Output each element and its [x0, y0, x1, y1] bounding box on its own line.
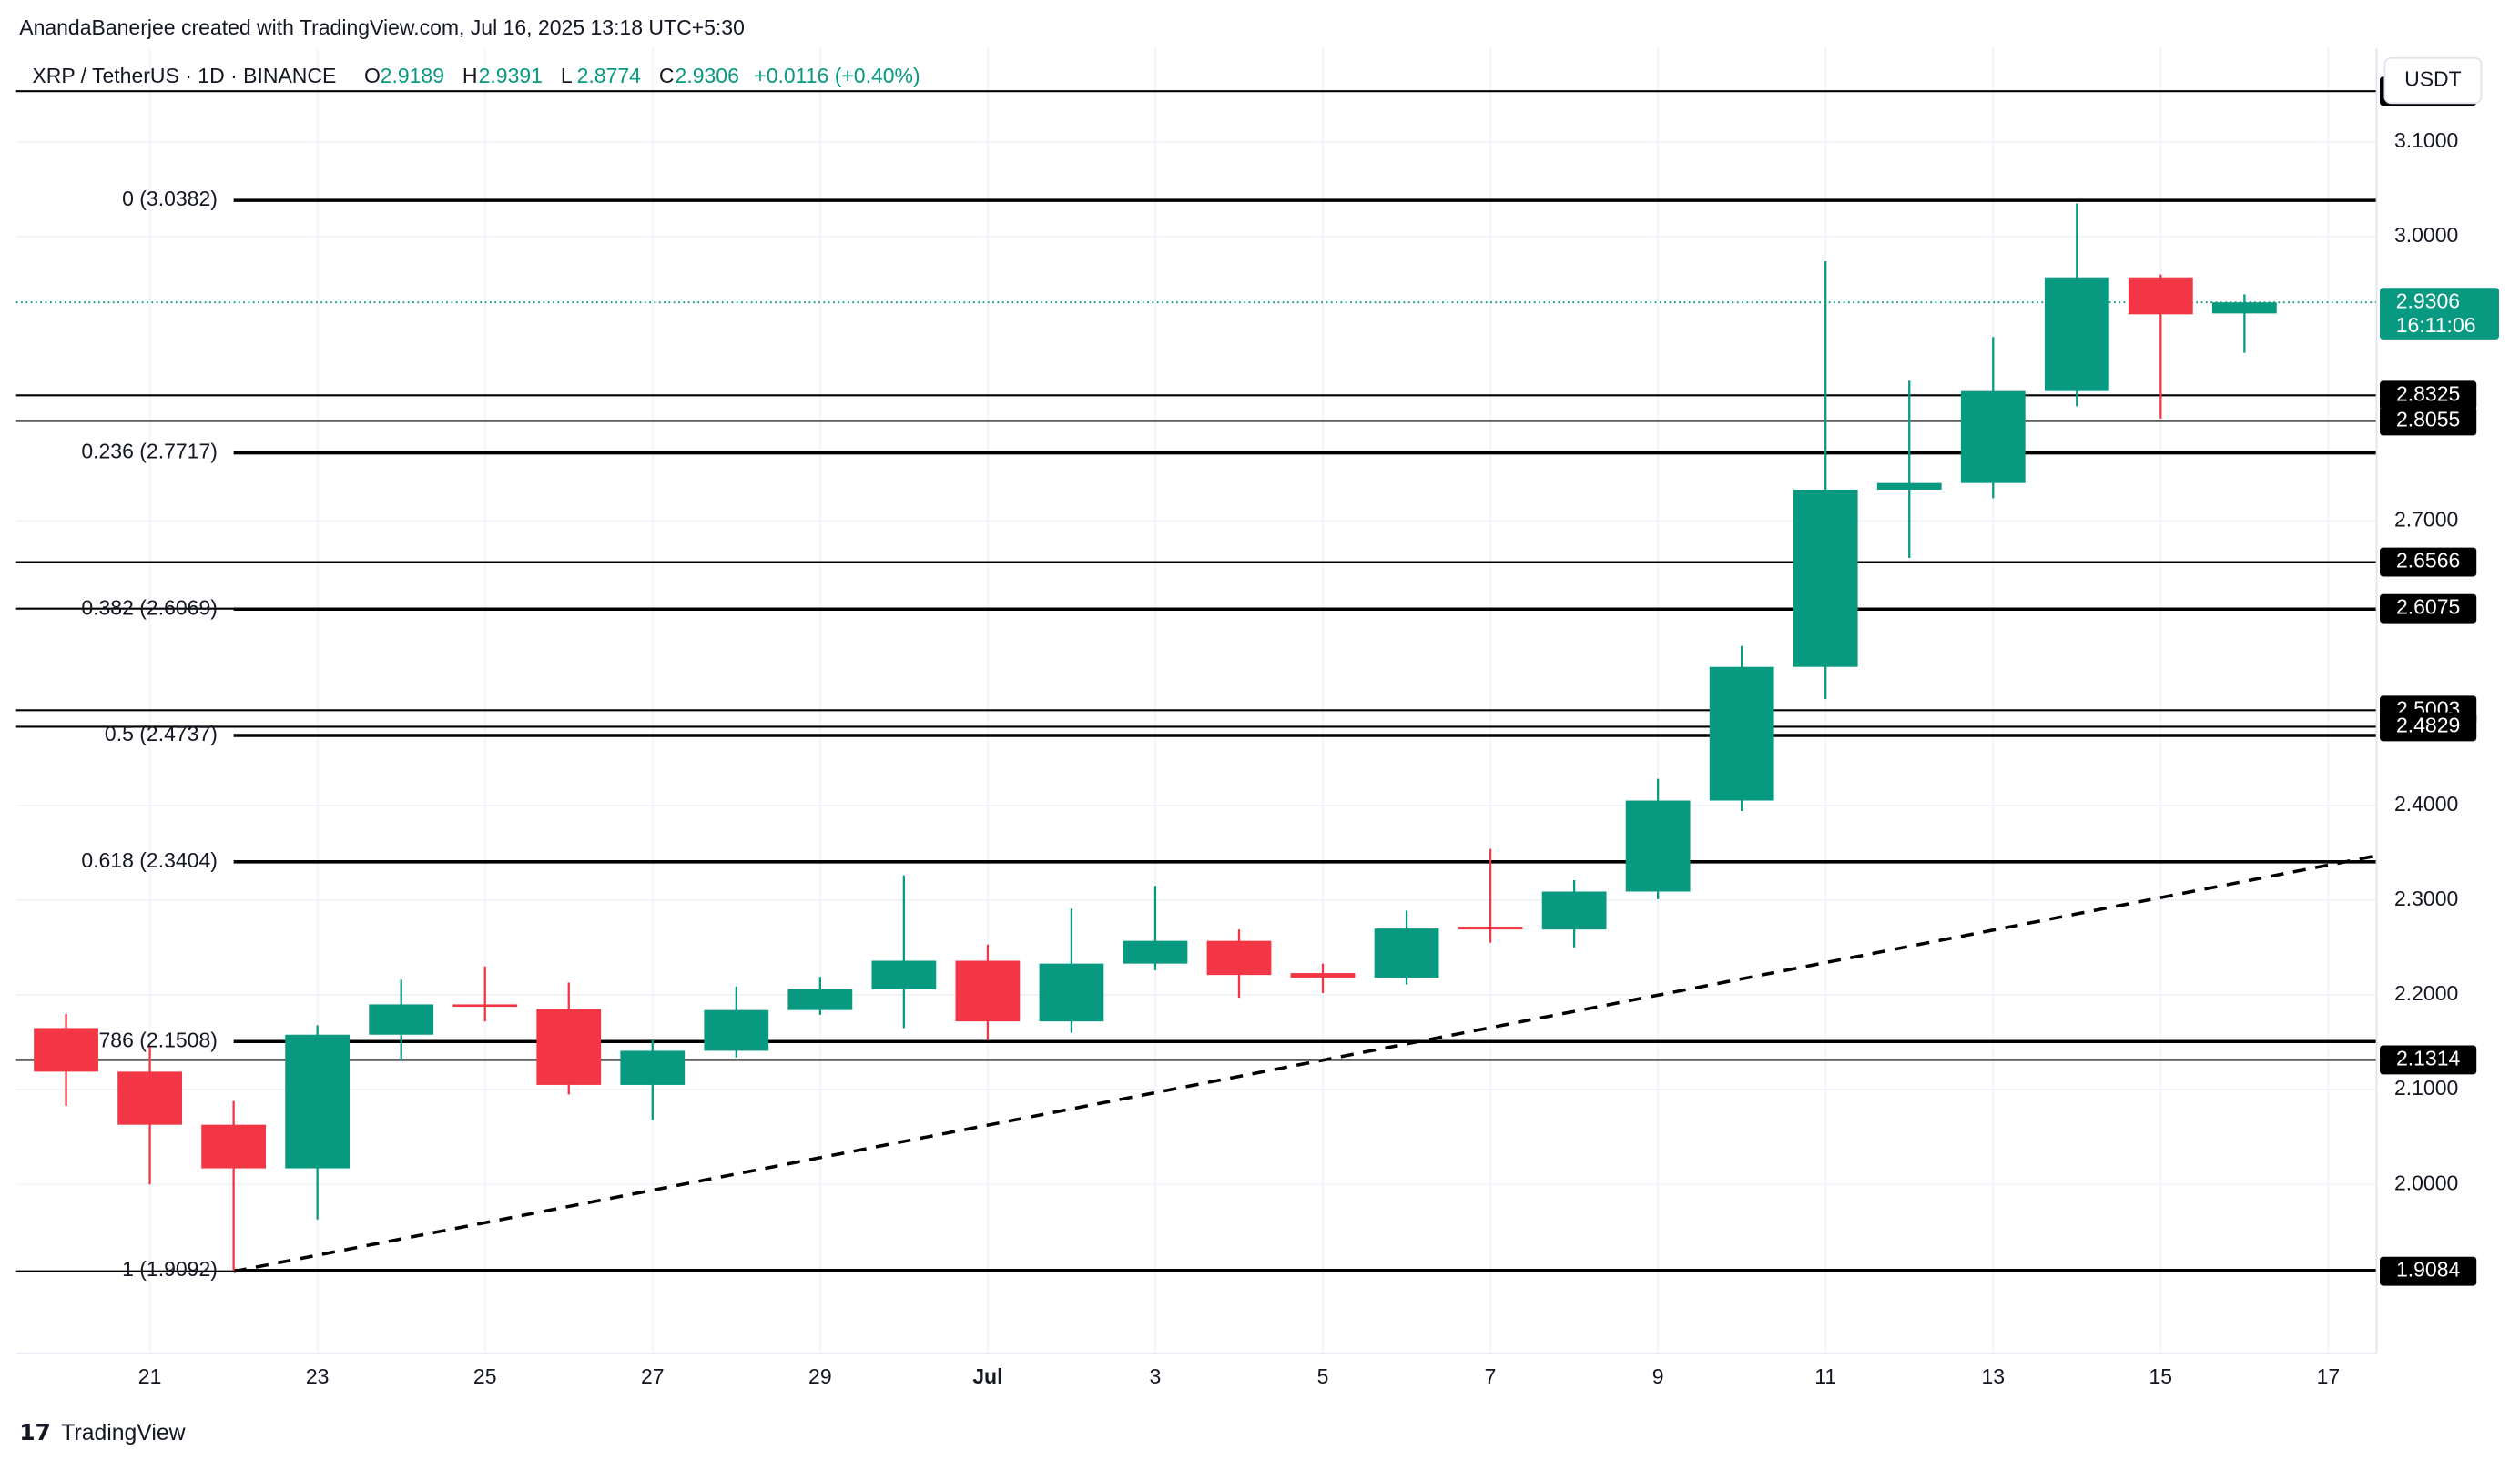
x-tick-label: 15 — [2149, 1364, 2173, 1388]
candle-body — [1960, 390, 2026, 483]
candle-body — [1290, 973, 1356, 978]
level-label: 2.4829 — [2396, 713, 2460, 736]
x-tick-label: 9 — [1652, 1364, 1664, 1388]
legend-value: 2.9306 — [676, 64, 739, 87]
candle-body — [1709, 666, 1774, 801]
candle-body — [285, 1034, 351, 1169]
candle-body — [1123, 940, 1188, 964]
legend-value: 2.8774 — [577, 64, 642, 87]
level-label: 1.9084 — [2396, 1258, 2461, 1282]
x-tick-label: 29 — [808, 1364, 832, 1388]
y-tick-label: 3.1000 — [2394, 128, 2458, 152]
countdown: 16:11:06 — [2396, 313, 2476, 337]
candles — [34, 203, 2277, 1272]
symbol-title: XRP / TetherUS · 1D · BINANCE — [32, 64, 336, 87]
y-tick-label: 2.2000 — [2394, 981, 2458, 1005]
candle-body — [704, 1009, 769, 1051]
fib-label: 0.236 (2.7717) — [81, 440, 218, 463]
candle-body — [34, 1028, 98, 1072]
candle-body — [1541, 891, 1607, 930]
legend-letter: H — [462, 64, 478, 87]
level-label-box — [2380, 712, 2477, 742]
candle-body — [1374, 928, 1439, 978]
candle-body — [1458, 927, 1523, 930]
x-tick-label: 17 — [2317, 1364, 2341, 1388]
x-tick-label: 25 — [473, 1364, 497, 1388]
x-tick-label: Jul — [972, 1364, 1002, 1388]
level-label-box — [2380, 1256, 2477, 1286]
legend-value: 2.9391 — [479, 64, 543, 87]
x-tick-label: 23 — [306, 1364, 330, 1388]
candle-body — [369, 1004, 434, 1035]
level-label: 2.6075 — [2396, 595, 2460, 619]
trend-line — [233, 854, 2377, 1273]
legend-change: +0.0116 (+0.40%) — [754, 64, 920, 87]
level-label-box — [2380, 380, 2477, 411]
candle-body — [1206, 940, 1272, 976]
last-price-label: 2.9306 — [2396, 289, 2460, 312]
fib-label: 0.618 (2.3404) — [81, 848, 218, 872]
x-tick-label: 21 — [138, 1364, 162, 1388]
fib-label: 0.5 (2.4737) — [105, 722, 218, 745]
level-label: 2.6566 — [2396, 549, 2460, 573]
ohlc-legend: XRP / TetherUS · 1D · BINANCE O 2.9189 H 2.9… — [32, 64, 920, 87]
candle-body — [1793, 489, 1858, 667]
levels: 0 (3.0382) 0.236 (2.7717) 0.382 (2.6069) 0.… — [15, 90, 2377, 1281]
level-label-box — [2380, 406, 2477, 436]
level-label-box — [2380, 547, 2477, 577]
candle-body — [536, 1009, 602, 1085]
x-tick-label: 11 — [1814, 1364, 1836, 1388]
x-tick-label: 5 — [1317, 1364, 1329, 1388]
candle-body — [1876, 482, 1942, 490]
y-tick-label: 2.7000 — [2394, 507, 2458, 531]
y-tick-label: 3.0000 — [2394, 223, 2458, 247]
x-tick-label: 3 — [1150, 1364, 1162, 1388]
candle-body — [201, 1124, 267, 1169]
y-tick-label: 2.0000 — [2394, 1171, 2458, 1194]
candle-body — [955, 960, 1021, 1022]
x-tick-label: 13 — [1981, 1364, 2005, 1388]
level-label: 2.8055 — [2396, 408, 2460, 431]
level-label-box — [2380, 1045, 2477, 1075]
currency: USDT — [2404, 67, 2462, 91]
footer: TradingView — [61, 1421, 185, 1445]
candle-body — [2211, 302, 2277, 314]
grid — [15, 48, 2377, 1354]
candle-body — [788, 989, 853, 1010]
candle-body — [2128, 277, 2193, 315]
fib-label: 0.382 (2.6069) — [81, 595, 218, 619]
candle-body — [2044, 277, 2109, 391]
fib-label: 1 (1.9092) — [122, 1257, 218, 1281]
legend-value: 2.9189 — [381, 64, 444, 87]
candle-body — [871, 960, 937, 989]
last-price-box — [2380, 288, 2499, 340]
candle-body — [117, 1071, 182, 1125]
level-label: 2.1314 — [2396, 1047, 2461, 1070]
header: AnandaBanerjee created with TradingView.… — [19, 15, 745, 39]
legend-letter: C — [659, 64, 675, 87]
candle-body — [452, 1004, 518, 1008]
y-tick-label: 2.4000 — [2394, 792, 2458, 816]
fib-label: 0 (3.0382) — [122, 187, 218, 210]
y-tick-label: 2.1000 — [2394, 1076, 2458, 1100]
level-label: 2.8325 — [2396, 381, 2460, 405]
candle-body — [1625, 800, 1691, 892]
candle-body — [620, 1050, 686, 1085]
x-tick-label: 27 — [641, 1364, 665, 1388]
level-label-box — [2380, 593, 2477, 624]
candle-body — [1039, 963, 1104, 1022]
logo-mark: 𝟭𝟳 — [19, 1421, 50, 1445]
legend-letter: O — [364, 64, 381, 87]
currency-box — [2383, 56, 2483, 105]
y-tick-label: 2.3000 — [2394, 887, 2458, 910]
x-tick-label: 7 — [1485, 1364, 1497, 1388]
legend-letter: L — [561, 64, 573, 87]
